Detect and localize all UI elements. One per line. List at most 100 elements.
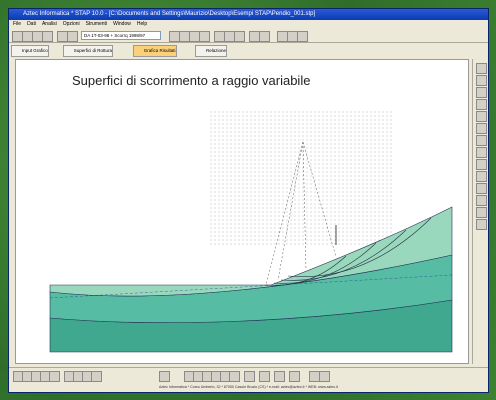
side-button[interactable] <box>476 111 487 122</box>
grid-dot <box>238 167 240 169</box>
grid-dot <box>322 215 324 217</box>
grid-dot <box>274 115 276 117</box>
toolbar-button[interactable] <box>319 371 330 382</box>
toolbar-button[interactable] <box>289 371 300 382</box>
toolbar-button[interactable] <box>244 371 255 382</box>
side-button[interactable] <box>476 195 487 206</box>
side-button[interactable] <box>476 123 487 134</box>
menu-item[interactable]: Help <box>136 21 148 27</box>
grid-dot <box>250 123 252 125</box>
tab[interactable]: Grafica Risultati <box>132 45 177 57</box>
side-button[interactable] <box>476 171 487 182</box>
menu-item[interactable]: File <box>13 21 22 27</box>
tab[interactable]: Relazione <box>195 45 228 57</box>
grid-dot <box>322 219 324 221</box>
side-button[interactable] <box>476 159 487 170</box>
grid-dot <box>238 139 240 141</box>
grid-dot <box>306 227 308 229</box>
grid-dot <box>334 155 336 157</box>
menu-item[interactable]: Window <box>113 21 131 27</box>
side-button[interactable] <box>476 219 487 230</box>
side-button[interactable] <box>476 87 487 98</box>
grid-dot <box>366 187 368 189</box>
grid-dot <box>318 183 320 185</box>
grid-dot <box>298 231 300 233</box>
side-button[interactable] <box>476 147 487 158</box>
side-button[interactable] <box>476 99 487 110</box>
grid-dot <box>334 243 336 245</box>
grid-dot <box>326 191 328 193</box>
menu-item[interactable]: Opzioni <box>62 21 80 27</box>
grid-dot <box>286 111 288 113</box>
grid-dot <box>354 179 356 181</box>
grid-dot <box>306 167 308 169</box>
grid-dot <box>390 135 392 137</box>
toolbar-button[interactable] <box>67 31 78 42</box>
grid-dot <box>294 183 296 185</box>
grid-dot <box>326 243 328 245</box>
tab[interactable]: Input Grafico <box>11 45 49 57</box>
grid-dot <box>218 175 220 177</box>
toolbar-button[interactable] <box>42 31 53 42</box>
toolbar-button[interactable] <box>297 31 308 42</box>
grid-dot <box>378 127 380 129</box>
grid-dot <box>226 219 228 221</box>
grid-dot <box>270 199 272 201</box>
side-button[interactable] <box>476 183 487 194</box>
grid-dot <box>354 243 356 245</box>
grid-dot <box>302 227 304 229</box>
menu-item[interactable]: Strumenti <box>85 21 108 27</box>
toolbar-button[interactable] <box>259 371 270 382</box>
grid-dot <box>366 203 368 205</box>
grid-dot <box>294 227 296 229</box>
grid-dot <box>282 231 284 233</box>
grid-dot <box>210 183 212 185</box>
grid-dot <box>242 127 244 129</box>
grid-dot <box>286 159 288 161</box>
grid-dot <box>346 223 348 225</box>
toolbar-button[interactable] <box>259 31 270 42</box>
grid-dot <box>214 163 216 165</box>
toolbar-button[interactable] <box>159 371 170 382</box>
side-button[interactable] <box>476 63 487 74</box>
grid-dot <box>378 147 380 149</box>
tab[interactable]: Superfici di Rottura <box>62 45 114 57</box>
grid-dot <box>270 115 272 117</box>
grid-dot <box>258 207 260 209</box>
menu-item[interactable]: Analisi <box>41 21 57 27</box>
grid-dot <box>250 239 252 241</box>
grid-dot <box>318 115 320 117</box>
toolbar-button[interactable] <box>91 371 102 382</box>
grid-dot <box>262 115 264 117</box>
grid-dot <box>302 183 304 185</box>
grid-dot <box>278 187 280 189</box>
toolbar-button[interactable] <box>199 31 210 42</box>
grid-dot <box>346 111 348 113</box>
grid-dot <box>334 219 336 221</box>
toolbar-button[interactable] <box>274 371 285 382</box>
grid-dot <box>334 147 336 149</box>
grid-dot <box>270 119 272 121</box>
grid-dot <box>234 203 236 205</box>
grid-dot <box>318 111 320 113</box>
side-button[interactable] <box>476 135 487 146</box>
grid-dot <box>242 239 244 241</box>
grid-dot <box>338 203 340 205</box>
side-button[interactable] <box>476 207 487 218</box>
toolbar-button[interactable] <box>49 371 60 382</box>
grid-dot <box>390 131 392 133</box>
grid-dot <box>254 171 256 173</box>
grid-dot <box>222 239 224 241</box>
side-button[interactable] <box>476 75 487 86</box>
grid-dot <box>306 219 308 221</box>
toolbar-button[interactable] <box>229 371 240 382</box>
grid-dot <box>210 179 212 181</box>
grid-dot <box>350 123 352 125</box>
toolbar-field[interactable]: DA 1T-03-98 + Scorrq 1998/97 <box>81 31 161 40</box>
grid-dot <box>210 171 212 173</box>
menu-item[interactable]: Dati <box>27 21 36 27</box>
grid-dot <box>318 143 320 145</box>
toolbar-button[interactable] <box>234 31 245 42</box>
grid-dot <box>350 243 352 245</box>
grid-dot <box>242 195 244 197</box>
